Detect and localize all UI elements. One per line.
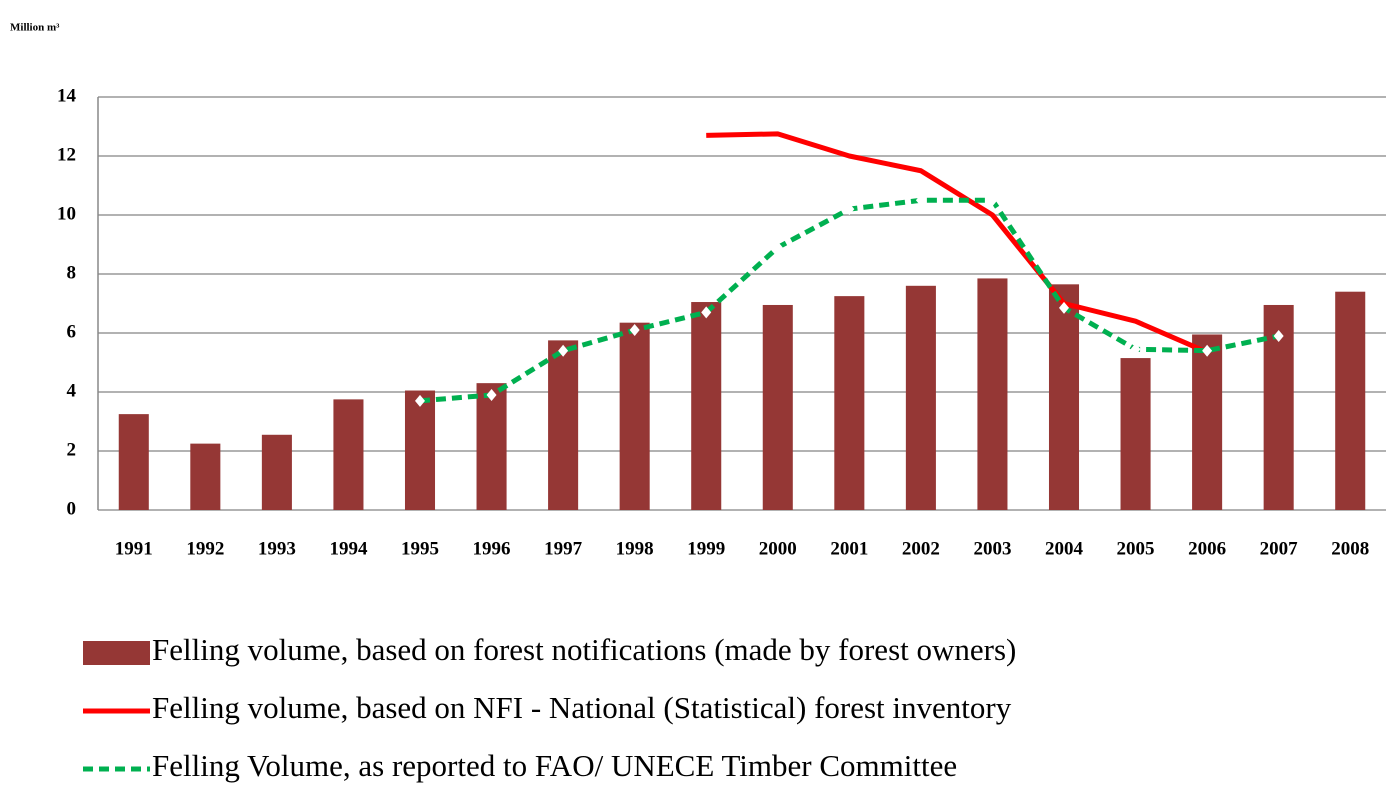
y-tick-label: 8 xyxy=(67,262,77,283)
point-marker xyxy=(629,324,640,337)
point-marker xyxy=(415,394,425,407)
y-tick-label: 4 xyxy=(67,380,77,401)
point-marker xyxy=(1273,329,1284,342)
legend-label: Felling Volume, as reported to FAO/ UNEC… xyxy=(152,748,957,783)
bar xyxy=(548,340,579,510)
x-tick-label: 2000 xyxy=(759,538,797,559)
bar xyxy=(1048,284,1080,510)
bar xyxy=(905,285,936,510)
x-tick-label: 1997 xyxy=(544,538,583,559)
point-marker xyxy=(772,241,783,254)
y-tick-label: 14 xyxy=(57,85,77,106)
x-tick-label: 1993 xyxy=(258,538,296,559)
point-marker xyxy=(915,194,926,207)
x-tick-label: 2002 xyxy=(902,538,940,559)
bar xyxy=(1192,334,1223,510)
line-series xyxy=(706,131,1209,355)
y-axis-label: Million m³ xyxy=(10,22,60,34)
x-tick-label: 1995 xyxy=(401,538,439,559)
bar xyxy=(333,399,364,510)
bar xyxy=(1335,291,1366,510)
bar xyxy=(619,322,650,510)
y-tick-label: 10 xyxy=(57,203,76,224)
x-tick-label: 2004 xyxy=(1045,538,1084,559)
bar xyxy=(118,414,149,510)
x-tick-label: 2007 xyxy=(1260,538,1299,559)
point-marker xyxy=(558,344,569,357)
bar xyxy=(261,434,292,510)
legend-swatch xyxy=(83,641,150,665)
bar xyxy=(404,390,436,510)
x-tick-label: 2003 xyxy=(973,538,1011,559)
point-marker xyxy=(987,194,998,207)
x-tick-label: 2008 xyxy=(1331,538,1369,559)
point-marker xyxy=(486,388,497,401)
x-tick-label: 1991 xyxy=(115,538,153,559)
point-marker xyxy=(844,203,855,216)
y-tick-label: 0 xyxy=(67,498,77,519)
point-marker xyxy=(701,306,712,319)
y-tick-label: 6 xyxy=(67,321,77,342)
bar xyxy=(1120,358,1151,510)
bar xyxy=(476,383,507,510)
x-tick-label: 2006 xyxy=(1188,538,1226,559)
point-marker xyxy=(1202,344,1213,357)
bar xyxy=(691,302,722,510)
x-tick-label: 2005 xyxy=(1117,538,1155,559)
x-tick-label: 1994 xyxy=(329,538,368,559)
y-tick-label: 12 xyxy=(57,144,76,165)
bar xyxy=(977,278,1008,510)
point-marker xyxy=(1059,301,1069,314)
bar xyxy=(762,304,793,510)
legend-label: Felling volume, based on forest notifica… xyxy=(152,632,1016,667)
x-tick-label: 2001 xyxy=(830,538,868,559)
point-marker xyxy=(1130,343,1141,356)
x-tick-label: 1998 xyxy=(616,538,654,559)
bar xyxy=(190,443,221,510)
x-tick-label: 1999 xyxy=(687,538,725,559)
x-tick-label: 1996 xyxy=(473,538,511,559)
x-tick-label: 1992 xyxy=(186,538,224,559)
legend-label: Felling volume, based on NFI - National … xyxy=(152,690,1012,725)
y-tick-label: 2 xyxy=(67,439,77,460)
bar xyxy=(834,296,865,510)
